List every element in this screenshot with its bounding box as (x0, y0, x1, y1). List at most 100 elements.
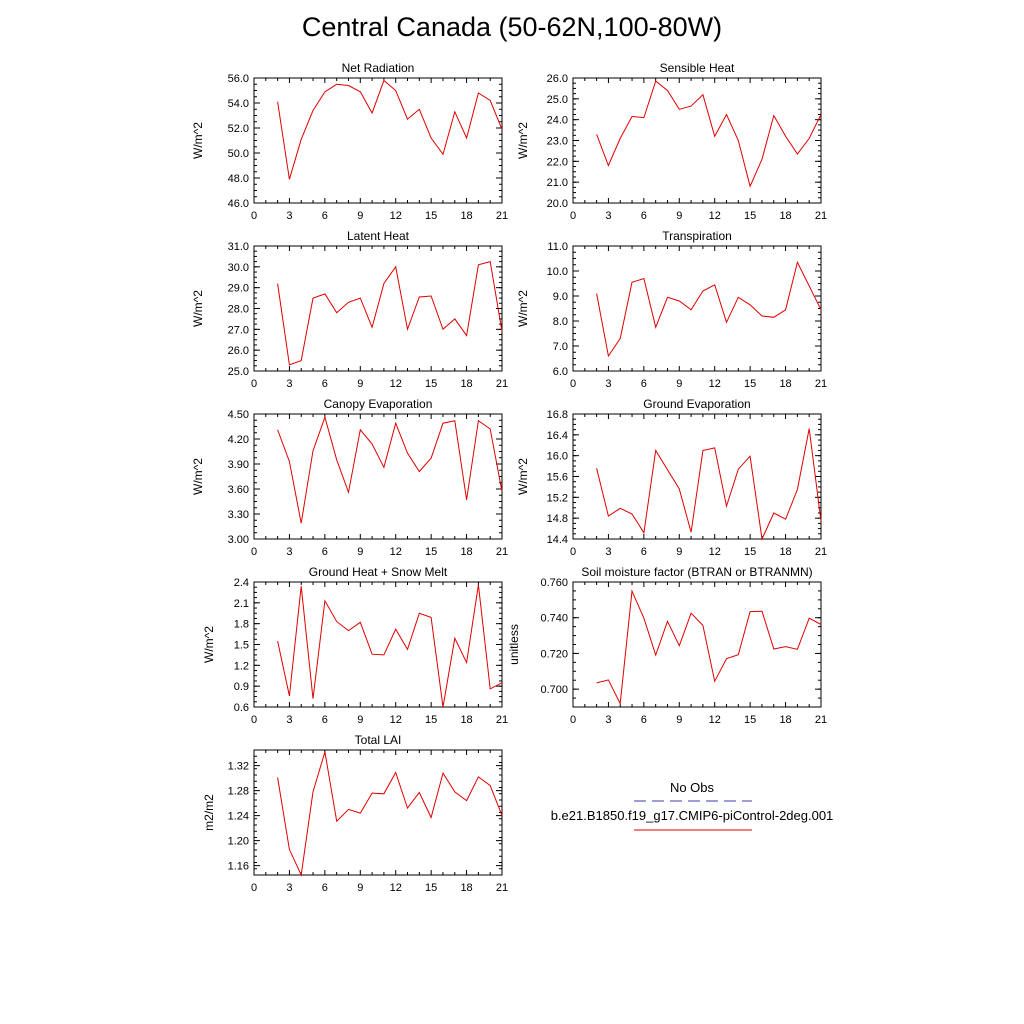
x-tick-label: 12 (390, 882, 402, 894)
x-tick-label: 12 (709, 714, 721, 726)
y-tick-label: 1.24 (228, 811, 249, 823)
x-tick-label: 18 (460, 378, 472, 390)
y-tick-label: 4.50 (228, 409, 249, 421)
y-tick-label: 0.6 (234, 702, 249, 714)
x-tick-label: 0 (251, 714, 257, 726)
x-tick-label: 0 (570, 378, 576, 390)
panel-1: Net Radiation 0 3 6 9 12 15 18 21 46.0 48.0 50.0 52.… (191, 61, 508, 222)
y-tick-label: 3.30 (228, 509, 249, 521)
y-tick-label: 0.9 (234, 681, 249, 693)
y-tick-label: 23.0 (547, 136, 568, 148)
x-tick-label: 0 (570, 714, 576, 726)
y-tick-label: 28.0 (228, 304, 249, 316)
y-tick-label: 14.8 (547, 513, 568, 525)
y-tick-label: 26.0 (228, 345, 249, 357)
x-tick-label: 18 (779, 210, 791, 222)
y-tick-label: 22.0 (547, 156, 568, 168)
y-tick-label: 11.0 (547, 241, 568, 253)
plot-frame (572, 245, 822, 372)
y-axis-label: unitless (507, 624, 521, 665)
series-line (277, 584, 503, 708)
y-axis-label: W/m^2 (191, 290, 205, 327)
x-tick-label: 9 (357, 546, 363, 558)
panel-title: Canopy Evaporation (324, 397, 433, 411)
x-tick-label: 15 (744, 210, 756, 222)
y-tick-label: 1.16 (228, 861, 249, 873)
y-tick-label: 4.20 (228, 434, 249, 446)
y-tick-label: 16.8 (547, 409, 568, 421)
x-tick-label: 3 (286, 378, 292, 390)
legend-label-model: b.e21.B1850.f19_g17.CMIP6-piControl-2deg… (551, 808, 834, 823)
y-axis-label: W/m^2 (191, 458, 205, 495)
panel-3: Latent Heat 0 3 6 9 12 15 18 21 25.0 26.0 27.0 28.0 2… (191, 229, 508, 390)
y-tick-label: 1.2 (234, 660, 249, 672)
series-line (596, 589, 822, 706)
x-tick-label: 0 (570, 210, 576, 222)
x-tick-label: 3 (605, 714, 611, 726)
legend: No Obs b.e21.B1850.f19_g17.CMIP6-piContro… (551, 780, 834, 831)
panel-title: Latent Heat (347, 229, 410, 243)
x-tick-label: 6 (322, 882, 328, 894)
panel-title: Total LAI (355, 733, 402, 747)
x-tick-label: 18 (779, 546, 791, 558)
plot-frame (572, 581, 822, 708)
plot-frame (253, 245, 503, 372)
y-tick-label: 8.0 (553, 316, 568, 328)
y-tick-label: 52.0 (228, 123, 249, 135)
x-tick-label: 9 (676, 714, 682, 726)
x-tick-label: 18 (460, 546, 472, 558)
x-tick-label: 0 (251, 378, 257, 390)
x-tick-label: 18 (779, 378, 791, 390)
y-tick-label: 31.0 (228, 241, 249, 253)
plot-frame (253, 581, 503, 708)
x-tick-label: 3 (286, 882, 292, 894)
y-tick-label: 20.0 (547, 198, 568, 210)
x-tick-label: 6 (641, 378, 647, 390)
x-tick-label: 9 (676, 546, 682, 558)
y-tick-label: 29.0 (228, 283, 249, 295)
y-tick-label: 26.0 (547, 73, 568, 85)
x-tick-label: 9 (676, 210, 682, 222)
y-tick-label: 16.4 (547, 430, 568, 442)
series-line (277, 751, 503, 877)
plot-frame (253, 413, 503, 540)
plot-frame (572, 77, 822, 204)
y-axis-label: m2/m2 (202, 794, 216, 831)
x-tick-label: 15 (425, 378, 437, 390)
x-tick-label: 18 (779, 714, 791, 726)
x-tick-label: 18 (460, 882, 472, 894)
x-tick-label: 21 (815, 714, 827, 726)
x-tick-label: 12 (709, 210, 721, 222)
x-tick-label: 12 (709, 378, 721, 390)
panel-5: Canopy Evaporation 0 3 6 9 12 15 18 21 3.00 3.30 3.… (191, 397, 508, 558)
x-tick-label: 6 (322, 378, 328, 390)
panel-6: Ground Evaporation 0 3 6 9 12 15 18 21 14.4 14.8 15… (516, 397, 827, 558)
series-line (277, 79, 503, 180)
x-tick-label: 15 (425, 882, 437, 894)
panel-2: Sensible Heat 0 3 6 9 12 15 18 21 20.0 21.0 22.0 23.… (516, 61, 827, 222)
y-tick-label: 48.0 (228, 173, 249, 185)
panel-4: Transpiration 0 3 6 9 12 15 18 21 6.0 7.0 8.0 9.0 10.… (516, 229, 827, 390)
x-tick-label: 18 (460, 210, 472, 222)
y-tick-label: 0.740 (540, 613, 568, 625)
x-tick-label: 12 (390, 378, 402, 390)
x-tick-label: 3 (605, 546, 611, 558)
x-tick-label: 0 (251, 546, 257, 558)
x-tick-label: 3 (286, 210, 292, 222)
panel-9: Total LAI 0 3 6 9 12 15 18 21 1.16 1.20 1.24 1.28 1.3… (202, 733, 508, 894)
x-tick-label: 21 (496, 882, 508, 894)
plot-frame (572, 413, 822, 540)
y-axis-label: W/m^2 (516, 122, 530, 159)
x-tick-label: 9 (357, 714, 363, 726)
y-tick-label: 7.0 (553, 341, 568, 353)
y-tick-label: 0.720 (540, 648, 568, 660)
y-tick-label: 25.0 (547, 94, 568, 106)
panel-title: Transpiration (662, 229, 732, 243)
y-tick-label: 1.28 (228, 786, 249, 798)
x-tick-label: 12 (390, 546, 402, 558)
x-tick-label: 3 (286, 714, 292, 726)
y-tick-label: 15.6 (547, 472, 568, 484)
x-tick-label: 9 (357, 882, 363, 894)
y-tick-label: 54.0 (228, 98, 249, 110)
x-tick-label: 12 (709, 546, 721, 558)
